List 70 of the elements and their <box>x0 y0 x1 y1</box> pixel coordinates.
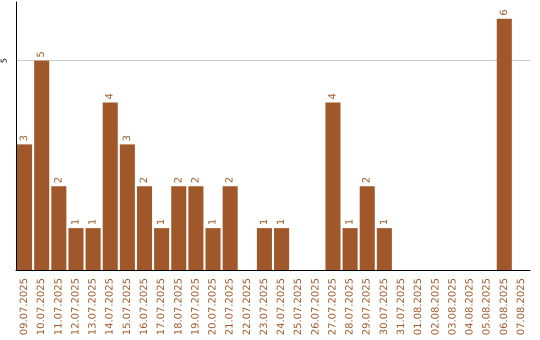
x-tick-label: 22.07.2025 <box>242 278 253 336</box>
bar <box>120 144 135 270</box>
bar <box>222 186 238 270</box>
bar <box>68 228 84 270</box>
data-label: 4 <box>327 93 338 100</box>
data-label: 1 <box>70 218 82 226</box>
bar <box>274 228 290 270</box>
bar <box>360 186 375 270</box>
x-tick-label: 17.07.2025 <box>156 278 168 336</box>
x-tick-label: 29.07.2025 <box>362 278 373 336</box>
x-tick-label: 20.07.2025 <box>208 278 219 336</box>
x-tick-label: 14.07.2025 <box>104 278 116 336</box>
bar <box>86 228 101 270</box>
bar <box>376 228 392 270</box>
data-label: 1 <box>276 218 288 226</box>
x-tick-label: 19.07.2025 <box>190 278 202 336</box>
x-tick-label: 09.07.2025 <box>19 278 30 336</box>
data-label: 1 <box>378 218 390 226</box>
x-tick-label: 27.07.2025 <box>327 278 338 336</box>
data-label: 2 <box>224 176 236 184</box>
data-label: 2 <box>173 176 184 184</box>
x-tick-label: 03.08.2025 <box>447 278 458 336</box>
bar <box>205 228 221 270</box>
data-label: 2 <box>139 176 150 184</box>
bar <box>171 186 186 270</box>
data-label: 6 <box>498 9 510 16</box>
bar <box>496 18 512 270</box>
bar <box>256 228 272 270</box>
data-label: 1 <box>344 218 356 226</box>
bar <box>325 102 341 270</box>
x-tick-label: 04.08.2025 <box>464 278 476 336</box>
x-tick-label: 21.07.2025 <box>224 278 236 336</box>
data-label: 1 <box>156 218 168 226</box>
x-tick-label: 18.07.2025 <box>173 278 184 336</box>
x-tick-label: 06.08.2025 <box>498 278 510 336</box>
bar <box>136 186 152 270</box>
x-tick-label: 25.07.2025 <box>293 278 304 336</box>
data-label: 2 <box>190 176 202 184</box>
x-tick-label: 31.07.2025 <box>396 278 407 336</box>
x-tick-label: 23.07.2025 <box>258 278 270 336</box>
data-label: 1 <box>208 218 219 226</box>
data-label: 5 <box>36 51 48 58</box>
x-tick-label: 13.07.2025 <box>88 278 99 336</box>
x-tick-label: 28.07.2025 <box>344 278 356 336</box>
x-tick-label: 26.07.2025 <box>310 278 322 336</box>
data-label: 3 <box>19 135 30 142</box>
x-tick-label: 11.07.2025 <box>53 278 64 336</box>
bar <box>34 60 50 270</box>
data-label: 2 <box>53 176 64 184</box>
data-label: 1 <box>88 218 99 226</box>
bar <box>17 144 32 270</box>
x-tick-label: 01.08.2025 <box>413 278 424 336</box>
x-tick-label: 02.08.2025 <box>430 278 442 336</box>
x-tick-label: 12.07.2025 <box>70 278 82 336</box>
data-label: 1 <box>258 218 270 226</box>
x-tick-label: 30.07.2025 <box>378 278 390 336</box>
bar <box>342 228 358 270</box>
x-tick-label: 10.07.2025 <box>36 278 48 336</box>
x-tick-label: 07.08.2025 <box>516 278 527 336</box>
x-tick-label: 24.07.2025 <box>276 278 288 336</box>
bar <box>154 228 170 270</box>
data-label: 3 <box>122 135 133 142</box>
x-tick-label: 15.07.2025 <box>122 278 133 336</box>
bar <box>188 186 204 270</box>
x-tick-label: 05.08.2025 <box>482 278 493 336</box>
bar <box>102 102 118 270</box>
x-tick-label: 16.07.2025 <box>139 278 150 336</box>
bar <box>51 186 66 270</box>
data-label: 4 <box>104 93 116 100</box>
data-label: 2 <box>362 176 373 184</box>
